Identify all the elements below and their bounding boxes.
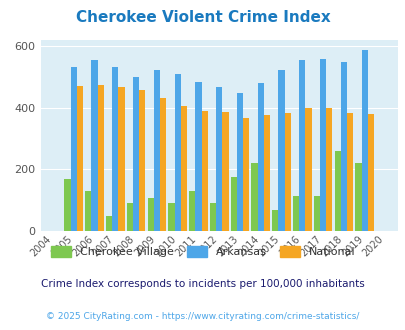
Bar <box>271 210 278 231</box>
Bar <box>334 151 340 231</box>
Legend: Cherokee Village, Arkansas, National: Cherokee Village, Arkansas, National <box>46 242 359 261</box>
Bar <box>209 203 215 231</box>
Bar <box>360 50 367 231</box>
Bar <box>263 115 269 231</box>
Bar <box>251 163 257 231</box>
Bar <box>91 60 98 231</box>
Bar <box>174 75 180 231</box>
Bar <box>118 87 124 231</box>
Bar <box>325 109 332 231</box>
Bar <box>257 83 263 231</box>
Bar <box>64 179 70 231</box>
Bar <box>139 90 145 231</box>
Bar <box>195 82 201 231</box>
Bar <box>98 85 104 231</box>
Bar <box>305 108 311 231</box>
Bar <box>278 70 284 231</box>
Bar <box>153 71 160 231</box>
Bar <box>160 98 166 231</box>
Bar <box>319 59 325 231</box>
Bar <box>236 93 243 231</box>
Bar <box>230 177 236 231</box>
Bar <box>112 67 118 231</box>
Bar <box>243 118 249 231</box>
Bar <box>180 106 187 231</box>
Bar <box>284 113 290 231</box>
Bar <box>106 216 112 231</box>
Bar <box>70 67 77 231</box>
Bar <box>292 196 298 231</box>
Bar <box>346 114 352 231</box>
Bar <box>367 114 373 231</box>
Bar <box>168 203 174 231</box>
Bar <box>201 111 207 231</box>
Bar <box>222 112 228 231</box>
Bar <box>313 196 319 231</box>
Bar <box>298 60 305 231</box>
Bar <box>147 198 153 231</box>
Bar <box>189 191 195 231</box>
Text: Crime Index corresponds to incidents per 100,000 inhabitants: Crime Index corresponds to incidents per… <box>41 279 364 289</box>
Bar <box>77 86 83 231</box>
Bar <box>85 191 91 231</box>
Bar <box>133 77 139 231</box>
Bar <box>340 62 346 231</box>
Bar <box>126 203 133 231</box>
Bar <box>215 86 222 231</box>
Text: © 2025 CityRating.com - https://www.cityrating.com/crime-statistics/: © 2025 CityRating.com - https://www.city… <box>46 312 359 321</box>
Bar <box>354 163 360 231</box>
Text: Cherokee Violent Crime Index: Cherokee Violent Crime Index <box>75 10 330 25</box>
